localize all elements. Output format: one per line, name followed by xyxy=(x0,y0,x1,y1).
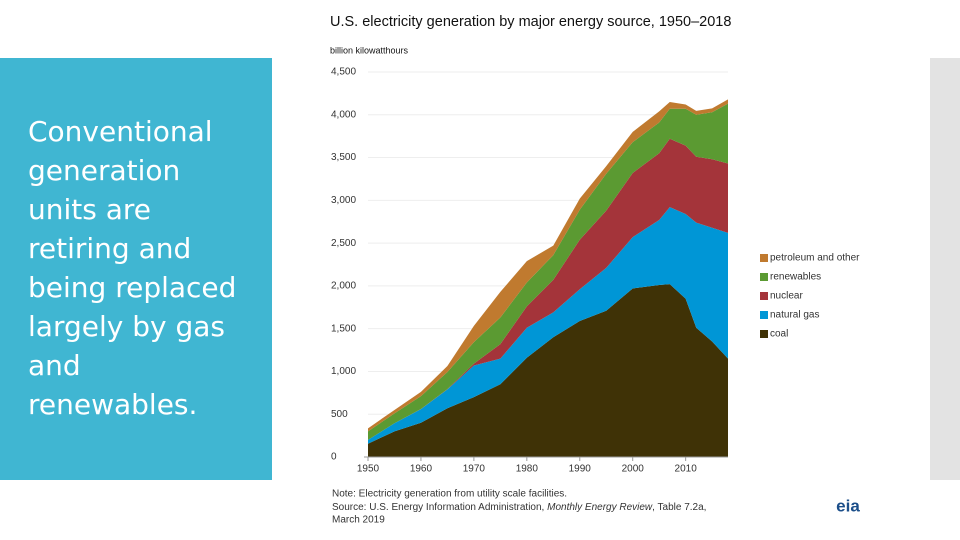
x-tick-label: 2010 xyxy=(675,464,698,475)
slide-text: generation xyxy=(28,154,180,187)
y-tick-label: 500 xyxy=(331,409,348,420)
y-tick-label: 3,500 xyxy=(331,152,356,163)
y-axis-label: billion kilowatthours xyxy=(330,45,409,55)
legend-label: renewables xyxy=(770,272,821,283)
source-text: Source: U.S. Energy Information Administ… xyxy=(332,502,547,513)
slide-text: retiring and xyxy=(28,232,191,265)
slide-text: renewables. xyxy=(28,388,197,421)
source: Source: U.S. Energy Information Administ… xyxy=(332,502,706,513)
x-tick-label: 1960 xyxy=(410,464,433,475)
side-bar xyxy=(930,58,960,480)
y-tick-label: 0 xyxy=(331,452,337,463)
chart-title: U.S. electricity generation by major ene… xyxy=(330,14,731,30)
x-tick-label: 1950 xyxy=(357,464,380,475)
side-panel xyxy=(0,58,272,480)
y-tick-label: 4,500 xyxy=(331,67,356,78)
area xyxy=(368,207,728,444)
x-tick-label: 1990 xyxy=(569,464,592,475)
legend-swatch xyxy=(760,254,768,262)
y-tick-label: 1,000 xyxy=(331,366,356,377)
slide-text: and xyxy=(28,349,81,382)
legend-label: natural gas xyxy=(770,310,819,321)
y-tick-label: 2,000 xyxy=(331,281,356,292)
x-tick-label: 1980 xyxy=(516,464,539,475)
slide-text: units are xyxy=(28,193,151,226)
y-tick-label: 1,500 xyxy=(331,323,356,334)
y-tick-label: 3,000 xyxy=(331,195,356,206)
slide-text: Conventional xyxy=(28,115,213,148)
legend-label: coal xyxy=(770,329,788,340)
slide-text: being replaced xyxy=(28,271,236,304)
area xyxy=(368,284,728,457)
logo: eia xyxy=(836,496,860,515)
source-text: March 2019 xyxy=(332,515,385,526)
legend-swatch xyxy=(760,292,768,300)
legend-label: nuclear xyxy=(770,291,803,302)
source-text: , Table 7.2a, xyxy=(652,502,706,513)
note: Note: Electricity generation from utilit… xyxy=(332,489,567,500)
source-text: Monthly Energy Review xyxy=(547,502,653,513)
y-tick-label: 2,500 xyxy=(331,238,356,249)
area xyxy=(368,103,728,440)
legend-swatch xyxy=(760,330,768,338)
area xyxy=(368,138,728,440)
x-tick-label: 1970 xyxy=(463,464,486,475)
y-tick-label: 4,000 xyxy=(331,109,356,120)
legend-swatch xyxy=(760,311,768,319)
legend-swatch xyxy=(760,273,768,281)
x-tick-label: 2000 xyxy=(622,464,645,475)
slide-text: largely by gas xyxy=(28,310,225,343)
legend-label: petroleum and other xyxy=(770,253,860,264)
